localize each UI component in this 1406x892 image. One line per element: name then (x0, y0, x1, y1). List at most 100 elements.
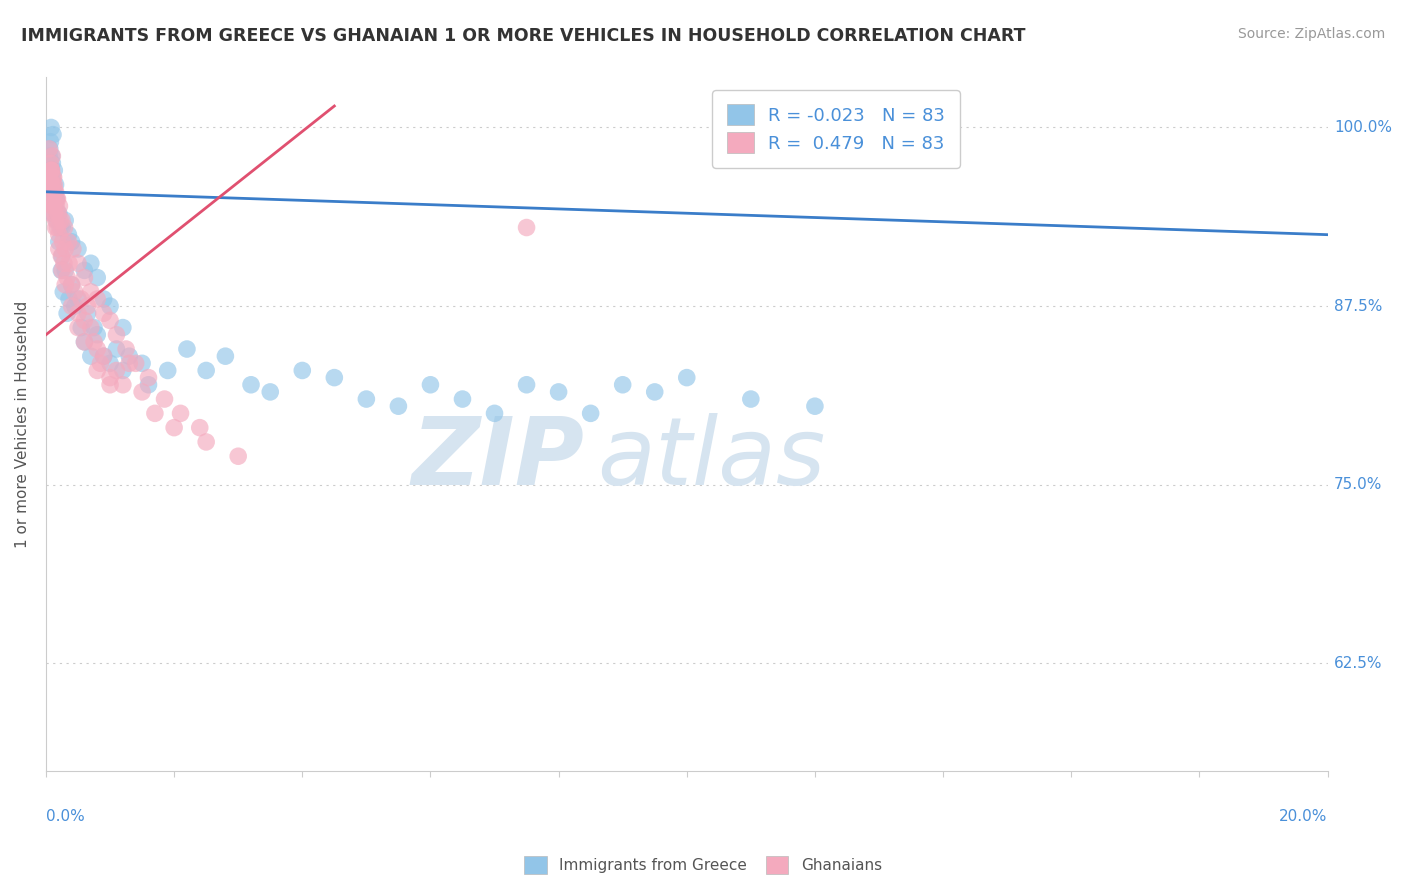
Point (48, 199, 70, 213)
Point (83, 320, 105, 334)
Point (419, 377, 441, 392)
Point (579, 406, 602, 420)
Point (60, 235, 83, 249)
Point (45, 192, 67, 206)
Point (60, 277, 83, 292)
Point (38, 149, 60, 163)
Point (51, 213, 73, 227)
Point (39, 135, 62, 149)
Point (118, 356, 141, 370)
Point (45, 220, 67, 235)
Point (58, 256, 80, 270)
Point (86, 327, 108, 342)
Point (53, 263, 76, 277)
Legend: R = -0.023   N = 83, R =  0.479   N = 83: R = -0.023 N = 83, R = 0.479 N = 83 (713, 90, 960, 168)
Point (83, 334, 105, 349)
Text: 62.5%: 62.5% (1334, 656, 1382, 671)
Point (46, 192, 69, 206)
Point (143, 406, 166, 420)
Text: 100.0%: 100.0% (1334, 120, 1392, 135)
Point (42, 185, 65, 199)
Point (53, 213, 76, 227)
Point (48, 227, 70, 242)
Point (39, 163, 62, 178)
Point (226, 449, 249, 463)
Point (41, 178, 63, 192)
Point (115, 342, 138, 356)
Point (66, 320, 89, 334)
Text: Source: ZipAtlas.com: Source: ZipAtlas.com (1237, 27, 1385, 41)
Point (138, 370, 160, 384)
Point (60, 299, 83, 313)
Y-axis label: 1 or more Vehicles in Household: 1 or more Vehicles in Household (15, 301, 30, 548)
Point (53, 277, 76, 292)
Point (80, 256, 103, 270)
Point (73, 263, 96, 277)
Point (105, 342, 128, 356)
Point (41, 199, 63, 213)
Legend: Immigrants from Greece, Ghanaians: Immigrants from Greece, Ghanaians (517, 850, 889, 880)
Point (51, 220, 73, 235)
Point (39, 120, 62, 135)
Point (42, 170, 65, 185)
Point (80, 349, 103, 363)
Point (41, 170, 63, 185)
Point (451, 392, 474, 406)
Point (41, 206, 63, 220)
Text: 20.0%: 20.0% (1279, 809, 1327, 824)
Point (52, 235, 75, 249)
Point (49, 220, 72, 235)
Point (58, 227, 80, 242)
Point (42, 128, 65, 142)
Point (93, 349, 115, 363)
Point (240, 377, 263, 392)
Point (484, 406, 506, 420)
Point (163, 420, 186, 434)
Point (73, 334, 96, 349)
Point (38, 142, 60, 156)
Point (58, 292, 80, 306)
Point (39, 163, 62, 178)
Text: atlas: atlas (598, 413, 825, 504)
Point (138, 377, 160, 392)
Point (93, 349, 115, 363)
Point (612, 377, 634, 392)
Point (60, 277, 83, 292)
Point (45, 192, 67, 206)
Text: 87.5%: 87.5% (1334, 299, 1382, 314)
Point (86, 363, 108, 377)
Point (52, 285, 75, 299)
Point (516, 377, 538, 392)
Point (66, 242, 89, 256)
Point (58, 235, 80, 249)
Text: 75.0%: 75.0% (1334, 477, 1382, 492)
Point (547, 384, 569, 399)
Point (38, 170, 60, 185)
Point (98, 356, 121, 370)
Point (63, 299, 86, 313)
Point (176, 342, 198, 356)
Point (195, 363, 218, 377)
Point (38, 156, 60, 170)
Point (70, 320, 93, 334)
Point (42, 199, 65, 213)
Point (51, 263, 73, 277)
Point (76, 299, 98, 313)
Point (86, 270, 108, 285)
Point (41, 156, 63, 170)
Point (45, 199, 67, 213)
Point (39, 192, 62, 206)
Point (80, 285, 103, 299)
Point (98, 370, 121, 384)
Point (46, 206, 69, 220)
Point (156, 363, 179, 377)
Point (387, 399, 409, 413)
Point (39, 206, 62, 220)
Point (38, 156, 60, 170)
Point (41, 178, 63, 192)
Point (740, 392, 762, 406)
Point (38, 192, 60, 206)
Point (48, 242, 70, 256)
Point (53, 242, 76, 256)
Point (45, 213, 67, 227)
